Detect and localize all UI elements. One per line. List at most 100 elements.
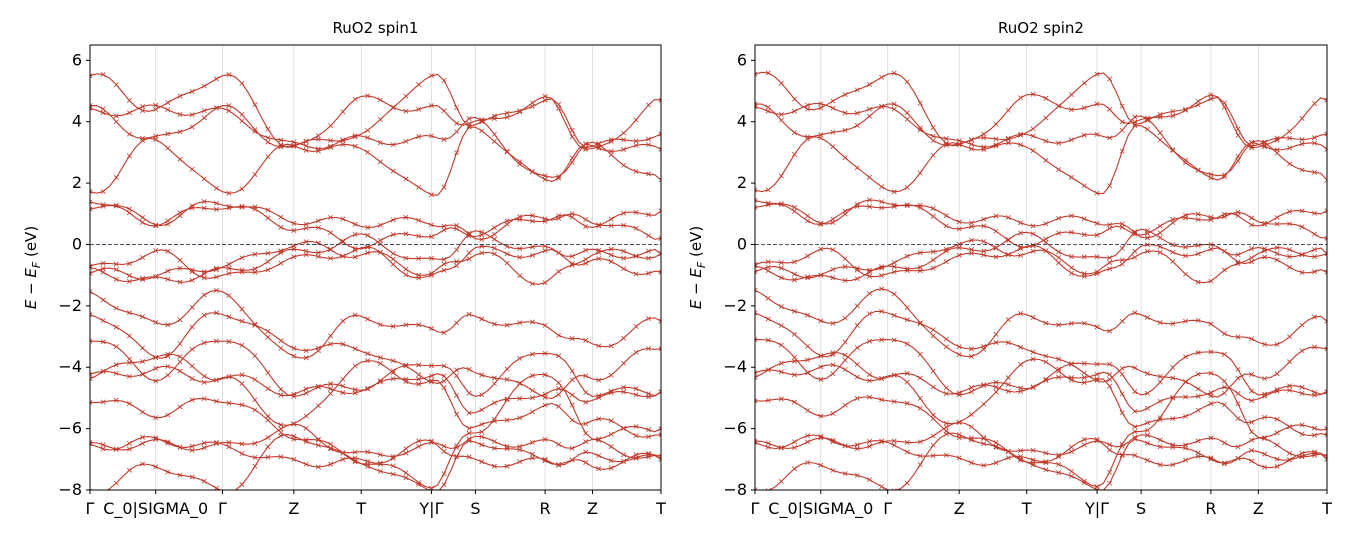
bands-group — [755, 70, 1327, 490]
band-line-7 — [90, 245, 661, 279]
band-markers-4 — [755, 197, 1327, 241]
band-markers-15 — [755, 433, 1327, 468]
y-tick-label-6: −6 — [723, 419, 747, 438]
band-line-14 — [755, 421, 1327, 460]
band-markers-13 — [755, 356, 1327, 438]
band-markers-11 — [755, 337, 1327, 398]
band-markers-0 — [90, 72, 661, 151]
band-line-16 — [106, 434, 661, 490]
x-tick-label-0: Γ — [86, 499, 95, 518]
x-tick-label-9: T — [1321, 499, 1332, 518]
band-line-16 — [755, 432, 1327, 490]
band-markers-7 — [755, 242, 1327, 279]
x-tick-label-2: Γ — [218, 499, 227, 518]
band-line-6 — [90, 240, 661, 285]
band-markers-5 — [755, 202, 1327, 250]
band-line-8 — [755, 228, 1327, 282]
x-tick-label-3: Z — [954, 499, 965, 518]
y-tick-label-5: −4 — [723, 357, 747, 376]
band-markers-10 — [755, 308, 1327, 399]
band-line-6 — [755, 239, 1327, 284]
band-line-12 — [755, 352, 1327, 412]
x-tick-label-5: Y|Γ — [418, 499, 443, 518]
band-line-14 — [90, 423, 661, 460]
y-axis-label-unit: (eV) — [687, 226, 705, 262]
band-markers-17 — [90, 372, 661, 490]
band-markers-17 — [755, 370, 1327, 490]
y-tick-label-1: 4 — [72, 112, 82, 131]
band-markers-0 — [755, 70, 1327, 149]
band-markers-3 — [90, 124, 661, 198]
chart-title: RuO2 spin2 — [998, 19, 1084, 37]
y-tick-label-7: −8 — [723, 480, 747, 499]
y-tick-label-3: 0 — [72, 234, 82, 253]
x-tick-label-1: C_0|SIGMA_0 — [768, 499, 873, 519]
band-line-10 — [755, 310, 1327, 398]
x-tick-label-4: T — [1021, 499, 1032, 518]
band-line-17 — [90, 373, 661, 489]
plot-frame — [89, 44, 662, 491]
x-tick-label-7: R — [1205, 499, 1216, 518]
y-axis-label-unit: (eV) — [22, 226, 40, 262]
band-line-1 — [755, 93, 1327, 149]
band-markers-9 — [755, 286, 1327, 359]
y-axis-label-main: E − E — [22, 268, 40, 310]
x-tick-label-9: T — [655, 499, 666, 518]
bands-group — [90, 72, 661, 490]
plot-frame — [754, 44, 1328, 491]
band-line-3 — [755, 125, 1327, 195]
y-tick-label-0: 6 — [72, 50, 82, 69]
y-axis-label-main: E − E — [687, 268, 705, 310]
x-tick-label-6: S — [470, 499, 480, 518]
y-tick-label-4: −2 — [58, 296, 82, 315]
band-line-12 — [90, 353, 661, 414]
x-tick-label-4: T — [355, 499, 366, 518]
band-line-9 — [90, 289, 661, 359]
band-line-15 — [90, 436, 661, 468]
band-markers-6 — [755, 237, 1327, 285]
y-tick-label-5: −4 — [58, 357, 82, 376]
y-tick-label-4: −2 — [723, 296, 747, 315]
band-markers-13 — [90, 358, 661, 440]
band-line-2 — [90, 104, 661, 181]
x-tick-label-6: S — [1136, 499, 1146, 518]
band-line-4 — [755, 199, 1327, 239]
band-markers-7 — [90, 243, 661, 281]
band-markers-8 — [90, 229, 661, 285]
band-markers-5 — [90, 203, 661, 252]
band-line-4 — [90, 200, 661, 240]
y-axis-label: E − EF (eV) — [687, 226, 708, 309]
band-line-1 — [90, 95, 661, 150]
x-tick-label-0: Γ — [751, 499, 760, 518]
x-tick-label-5: Y|Γ — [1084, 499, 1109, 518]
band-markers-6 — [90, 239, 661, 287]
y-tick-label-1: 4 — [737, 112, 747, 131]
y-tick-label-3: 0 — [737, 234, 747, 253]
band-markers-3 — [755, 123, 1327, 196]
band-line-3 — [90, 126, 661, 196]
y-tick-label-2: 2 — [72, 173, 82, 192]
y-tick-label-6: −6 — [58, 419, 82, 438]
band-line-13 — [755, 358, 1327, 437]
y-tick-label-2: 2 — [737, 173, 747, 192]
band-markers-4 — [90, 199, 661, 242]
chart-title: RuO2 spin1 — [333, 19, 419, 37]
y-tick-label-0: 6 — [737, 50, 747, 69]
band-line-10 — [90, 312, 661, 400]
band-line-8 — [90, 230, 661, 283]
x-tick-label-8: Z — [1253, 499, 1264, 518]
band-markers-8 — [755, 228, 1327, 284]
band-line-7 — [755, 244, 1327, 278]
x-tick-label-2: Γ — [883, 499, 892, 518]
x-tick-label-1: C_0|SIGMA_0 — [103, 499, 208, 519]
y-axis-label: E − EF (eV) — [22, 226, 43, 309]
y-axis-label-sub: F — [30, 261, 43, 268]
band-markers-9 — [90, 287, 661, 361]
band-line-2 — [755, 102, 1327, 181]
band-markers-11 — [90, 338, 661, 399]
x-tick-label-8: Z — [587, 499, 598, 518]
y-tick-label-7: −8 — [58, 480, 82, 499]
band-line-17 — [755, 372, 1327, 488]
